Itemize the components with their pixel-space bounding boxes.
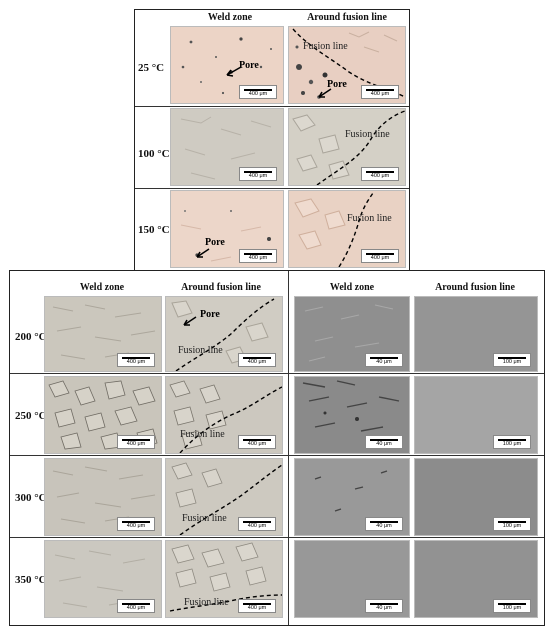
bottom-col-header-weld-zone-sem: Weld zone (329, 282, 375, 293)
fusion-line-label: Fusion line (182, 513, 227, 524)
micro-texture (294, 192, 374, 267)
micro-texture (181, 37, 272, 95)
scale-bar: 400 μm (361, 249, 399, 263)
micro-texture (304, 304, 394, 362)
fusion-line-label: Fusion line (345, 129, 390, 140)
scale-bar: 40 μm (365, 599, 403, 613)
micrograph-250c-fusion-line: Fusion line 400 μm (165, 376, 283, 454)
scale-bar: 400 μm (239, 167, 277, 181)
row-label-200c: 200 °C (15, 331, 47, 343)
scale-bar: 100 μm (493, 517, 531, 531)
bottom-col-header-weld-zone-om: Weld zone (79, 282, 125, 293)
scale-bar: 100 μm (493, 599, 531, 613)
micro-texture (52, 304, 156, 360)
scale-bar: 400 μm (361, 85, 399, 99)
scale-bar: 400 μm (117, 435, 155, 449)
scale-bar: 400 μm (117, 599, 155, 613)
micro-texture (52, 466, 156, 524)
sem-250c-weld-zone: 40 μm (294, 376, 410, 454)
micrograph-150c-fusion-line: Fusion line 400 μm (288, 190, 406, 268)
micro-texture (54, 550, 146, 608)
micrograph-300c-weld-zone: 400 μm (44, 458, 162, 536)
top-col-header-fusion-line: Around fusion line (307, 12, 387, 23)
scale-bar: 400 μm (361, 167, 399, 181)
pore-label: Pore (239, 60, 259, 71)
row-label-100c: 100 °C (138, 148, 170, 160)
scale-bar: 100 μm (493, 435, 531, 449)
micrograph-100c-weld-zone: 400 μm (170, 108, 284, 186)
sem-300c-weld-zone: 40 μm (294, 458, 410, 536)
scale-bar: 40 μm (365, 435, 403, 449)
scale-bar: 400 μm (117, 353, 155, 367)
sem-200c-fusion-line: 100 μm (414, 296, 538, 372)
scale-bar: 400 μm (238, 517, 276, 531)
micrograph-250c-weld-zone: 400 μm (44, 376, 162, 454)
fusion-line-label: Fusion line (303, 41, 348, 52)
scale-bar: 40 μm (365, 353, 403, 367)
micrograph-350c-fusion-line: Fusion line 400 μm (165, 540, 283, 618)
row-label-25c: 25 °C (138, 62, 165, 74)
micro-texture (180, 210, 271, 262)
bottom-col-header-fusion-line-om: Around fusion line (181, 282, 261, 293)
fusion-line-label: Fusion line (180, 429, 225, 440)
micrograph-200c-weld-zone: 400 μm (44, 296, 162, 372)
micro-texture (180, 116, 272, 180)
pore-label: Pore (205, 237, 225, 248)
sem-250c-fusion-line: 100 μm (414, 376, 538, 454)
fusion-line-label: Fusion line (178, 345, 223, 356)
fusion-line-label: Fusion line (184, 597, 229, 608)
scale-bar: 400 μm (239, 85, 277, 99)
micro-texture (314, 470, 388, 512)
row-label-150c: 150 °C (138, 224, 170, 236)
micrograph-300c-fusion-line: Fusion line 400 μm (165, 458, 283, 536)
micrograph-100c-fusion-line: Fusion line 400 μm (288, 108, 406, 186)
scale-bar: 400 μm (238, 599, 276, 613)
pore-label: Pore (327, 79, 347, 90)
top-col-header-weld-zone: Weld zone (207, 12, 253, 23)
sem-300c-fusion-line: 100 μm (414, 458, 538, 536)
bottom-figure-panel (9, 270, 545, 626)
scale-bar: 400 μm (239, 249, 277, 263)
scale-bar: 400 μm (117, 517, 155, 531)
micro-texture (302, 380, 400, 432)
micrograph-25c-weld-zone: Pore 400 μm (170, 26, 284, 104)
micrograph-25c-fusion-line: Fusion line Pore 400 μm (288, 26, 406, 104)
micro-texture (292, 110, 405, 185)
bottom-col-header-fusion-line-sem: Around fusion line (435, 282, 515, 293)
micro-texture (169, 380, 282, 453)
micro-texture (169, 542, 282, 612)
sem-200c-weld-zone: 40 μm (294, 296, 410, 372)
row-label-350c: 350 °C (15, 574, 47, 586)
micrograph-350c-weld-zone: 400 μm (44, 540, 162, 618)
micrograph-150c-weld-zone: Pore 400 μm (170, 190, 284, 268)
scale-bar: 100 μm (493, 353, 531, 367)
sem-350c-fusion-line: 100 μm (414, 540, 538, 618)
sem-350c-weld-zone: 40 μm (294, 540, 410, 618)
fusion-line-label: Fusion line (347, 213, 392, 224)
pore-label: Pore (200, 309, 220, 320)
micrograph-200c-fusion-line: Pore Fusion line 400 μm (165, 296, 283, 372)
row-label-250c: 250 °C (15, 410, 47, 422)
row-label-300c: 300 °C (15, 492, 47, 504)
scale-bar: 400 μm (238, 435, 276, 449)
scale-bar: 40 μm (365, 517, 403, 531)
micro-texture (171, 462, 282, 535)
micro-texture (171, 298, 275, 371)
scale-bar: 400 μm (238, 353, 276, 367)
